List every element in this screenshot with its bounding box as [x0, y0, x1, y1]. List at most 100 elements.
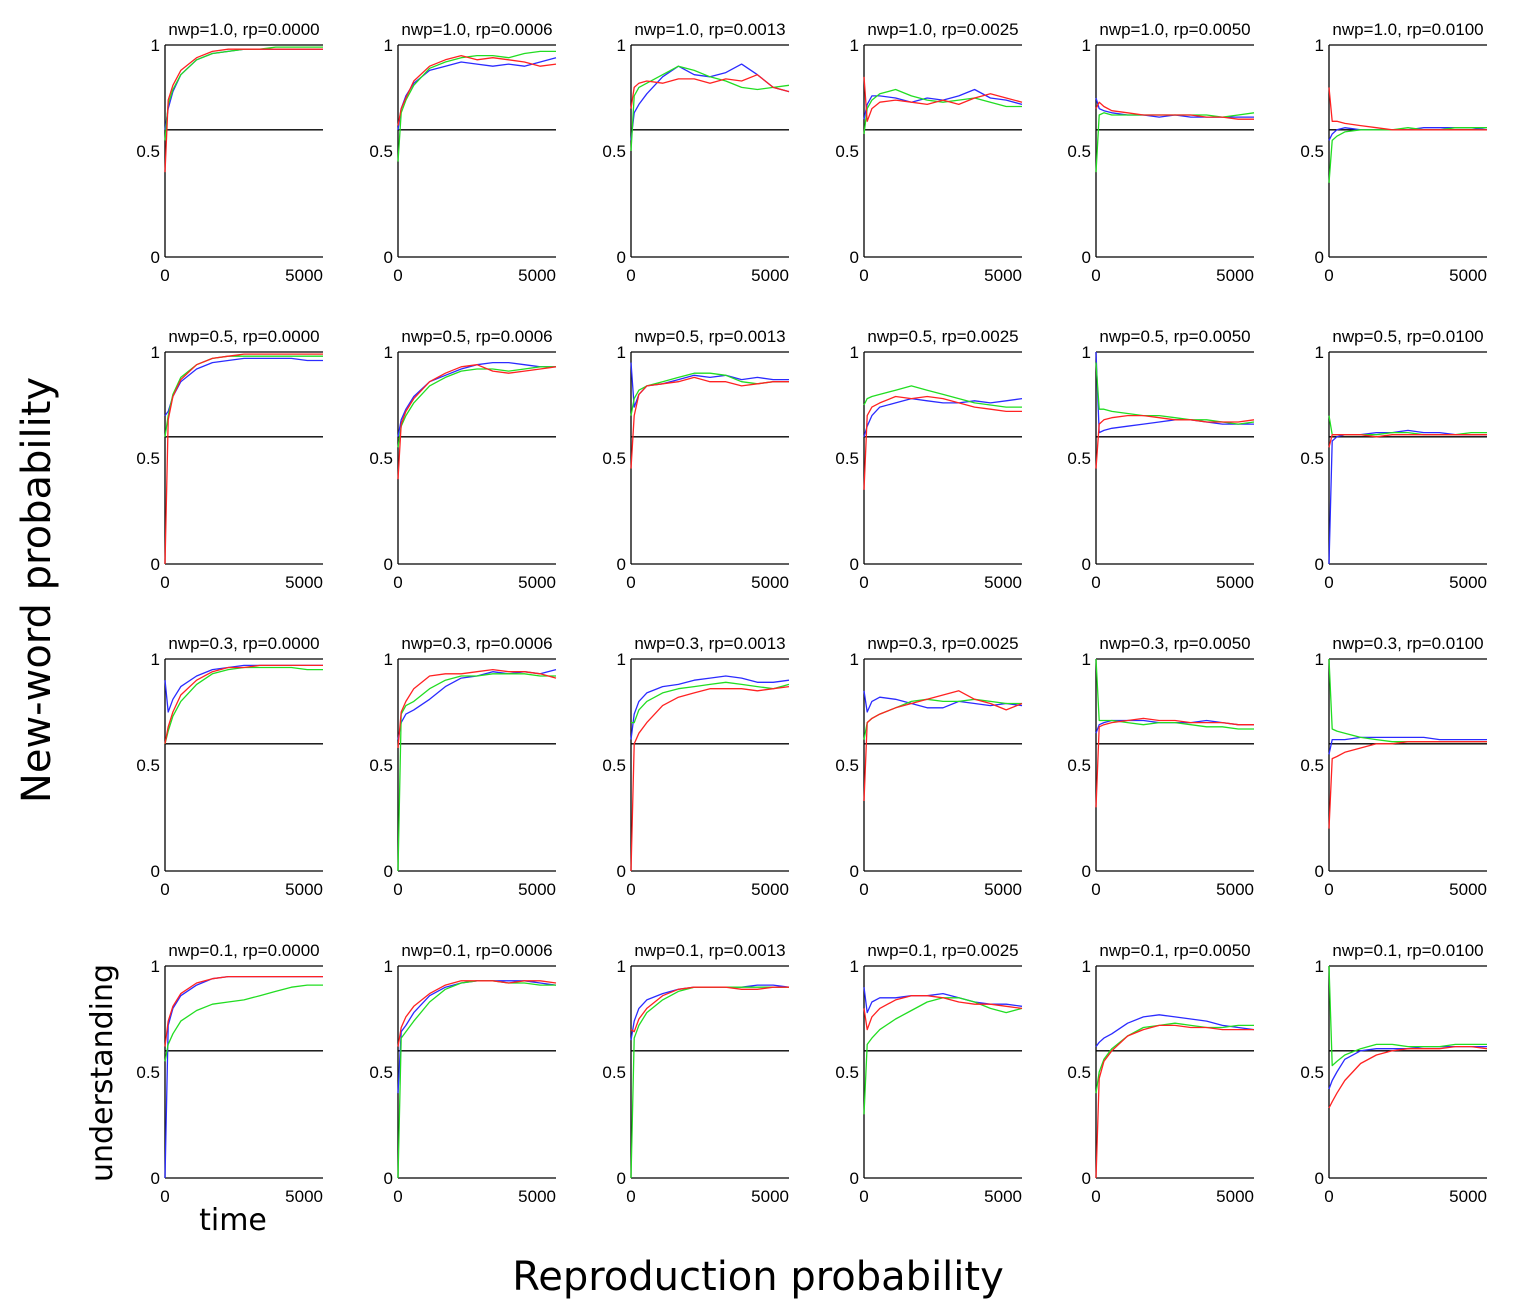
y-tick-label: 1: [617, 957, 626, 976]
series-line-red: [1095, 414, 1255, 469]
x-tick-label: 5000: [984, 1187, 1022, 1206]
x-tick-label: 5000: [1216, 266, 1254, 285]
series-line-red: [1328, 1045, 1488, 1109]
y-tick-label: 1: [1082, 650, 1091, 669]
x-tick-label: 0: [160, 880, 169, 899]
x-tick-label: 5000: [984, 880, 1022, 899]
panel: nwp=0.5, rp=0.0025 0 0.5 1 0 5000: [835, 327, 1023, 592]
y-tick-label: 0: [384, 555, 393, 574]
panel: nwp=0.1, rp=0.0000 0 0.5 1 0 5000: [136, 941, 323, 1206]
series-line-red: [164, 353, 323, 565]
x-tick-label: 5000: [285, 880, 323, 899]
panel-title: nwp=0.5, rp=0.0100: [1332, 327, 1483, 346]
panel-grid: nwp=1.0, rp=0.0000 0 0.5 1 0 5000 nwp=1.0, rp=…: [136, 20, 1488, 1206]
y-tick-label: 1: [384, 36, 393, 55]
x-tick-label: 5000: [1216, 573, 1254, 592]
y-tick-label: 0.5: [1300, 1063, 1324, 1082]
y-tick-label: 0.5: [369, 756, 393, 775]
series-line-green: [1328, 658, 1487, 743]
series-line-green: [863, 997, 1023, 1115]
panel-title: nwp=0.3, rp=0.0100: [1332, 634, 1483, 653]
series-line-blue: [164, 664, 323, 713]
panel: nwp=1.0, rp=0.0050 0 0.5 1 0 5000: [1067, 20, 1255, 285]
y-tick-label: 0: [384, 1169, 393, 1188]
y-tick-label: 0: [850, 248, 859, 267]
y-tick-label: 0: [617, 248, 626, 267]
panel-title: nwp=1.0, rp=0.0013: [634, 20, 785, 39]
y-tick-label: 1: [1082, 957, 1091, 976]
y-tick-label: 0: [1315, 1169, 1324, 1188]
y-tick-label: 0.5: [369, 449, 393, 468]
x-tick-label: 0: [1091, 1187, 1100, 1206]
series-line-blue: [397, 668, 557, 740]
series-line-green: [1095, 362, 1255, 425]
y-tick-label: 1: [384, 957, 393, 976]
series-line-green: [397, 673, 556, 872]
y-tick-label: 0: [1315, 862, 1324, 881]
panel-ylabel: understanding: [85, 964, 120, 1182]
panel: nwp=1.0, rp=0.0013 0 0.5 1 0 5000: [602, 20, 790, 285]
y-tick-label: 1: [617, 36, 626, 55]
panel: nwp=0.3, rp=0.0006 0 0.5 1 0 5000: [369, 634, 557, 899]
series-line-green: [1095, 112, 1255, 173]
y-tick-label: 0.5: [835, 142, 859, 161]
panel-title: nwp=0.1, rp=0.0013: [634, 941, 785, 960]
series-line-red: [863, 76, 1023, 122]
series-line-red: [164, 664, 323, 744]
y-tick-label: 1: [617, 343, 626, 362]
series-line-red: [863, 395, 1022, 490]
x-tick-label: 0: [1091, 266, 1100, 285]
x-tick-label: 5000: [751, 1187, 789, 1206]
panel-title: nwp=1.0, rp=0.0000: [168, 20, 319, 39]
y-tick-label: 0.5: [136, 142, 160, 161]
y-tick-label: 0.5: [1067, 756, 1091, 775]
panel: nwp=0.1, rp=0.0050 0 0.5 1 0 5000: [1067, 941, 1255, 1206]
series-line-blue: [164, 975, 323, 1179]
y-tick-label: 1: [384, 343, 393, 362]
panel-title: nwp=0.1, rp=0.0006: [401, 941, 552, 960]
y-tick-label: 0.5: [602, 756, 626, 775]
x-tick-label: 0: [160, 266, 169, 285]
panel: nwp=0.5, rp=0.0000 0 0.5 1 0 5000: [136, 327, 323, 592]
x-tick-label: 0: [626, 1187, 635, 1206]
x-tick-label: 5000: [1449, 573, 1487, 592]
x-tick-label: 0: [1091, 573, 1100, 592]
panel-title: nwp=0.5, rp=0.0013: [634, 327, 785, 346]
panel-title: nwp=1.0, rp=0.0050: [1099, 20, 1250, 39]
y-tick-label: 0: [1082, 555, 1091, 574]
panel: nwp=0.3, rp=0.0025 0 0.5 1 0 5000: [835, 634, 1023, 899]
x-tick-label: 5000: [285, 573, 323, 592]
series-line-red: [397, 54, 557, 126]
series-line-red: [164, 975, 323, 1047]
x-tick-label: 0: [626, 573, 635, 592]
series-line-blue: [1095, 351, 1254, 434]
y-tick-label: 0.5: [1067, 142, 1091, 161]
series-line-red: [630, 74, 790, 109]
x-tick-label: 5000: [285, 1187, 323, 1206]
x-tick-label: 0: [1091, 880, 1100, 899]
series-line-red: [1328, 87, 1487, 131]
panel-title: nwp=0.3, rp=0.0013: [634, 634, 785, 653]
y-tick-label: 0.5: [1300, 142, 1324, 161]
y-tick-label: 1: [1315, 343, 1324, 362]
panel: nwp=0.3, rp=0.0000 0 0.5 1 0 5000: [136, 634, 323, 899]
y-tick-label: 0: [1315, 248, 1324, 267]
x-tick-label: 0: [859, 266, 868, 285]
series-line-red: [630, 685, 790, 872]
series-line-green: [1328, 415, 1487, 436]
series-line-green: [1328, 127, 1487, 183]
y-tick-label: 0: [1315, 555, 1324, 574]
y-tick-label: 0: [617, 555, 626, 574]
panel-title: nwp=0.5, rp=0.0025: [867, 327, 1018, 346]
y-tick-label: 0.5: [835, 449, 859, 468]
series-line-blue: [1328, 736, 1487, 755]
series-line-red: [863, 995, 1023, 1031]
series-line-red: [397, 980, 557, 1047]
series-line-red: [1095, 717, 1254, 808]
series-line-blue: [1328, 1045, 1487, 1090]
y-tick-label: 0: [384, 862, 393, 881]
series-line-blue: [863, 690, 1023, 713]
series-line-green: [631, 681, 790, 724]
panel-title: nwp=0.5, rp=0.0050: [1099, 327, 1250, 346]
